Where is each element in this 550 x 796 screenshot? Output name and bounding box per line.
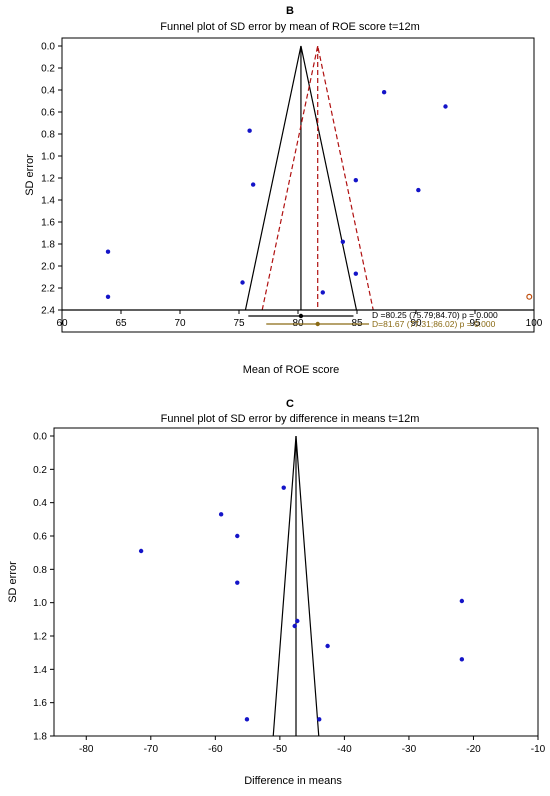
panel-c-y-tick-label: 0.4 <box>33 498 47 509</box>
panel-b-observed-estimate <box>298 313 304 319</box>
panel-b-data-point <box>353 271 359 276</box>
panel-b-y-tick-label: 0.8 <box>41 130 55 141</box>
panel-c-data-point <box>292 623 297 629</box>
panel-b-points <box>105 90 533 300</box>
panel-b-y-tick-label: 2.4 <box>41 306 55 317</box>
panel-b-title: Funnel plot of SD error by mean of ROE s… <box>160 21 420 33</box>
panel-c-x-tick-label: -60 <box>208 744 223 755</box>
panel-b-y-tick-label: 1.4 <box>41 196 55 207</box>
panel-c-y-tick-label: 1.0 <box>33 598 47 609</box>
panel-c-y-tick-label: 0.6 <box>33 532 47 543</box>
panel-b-y-tick-label: 1.6 <box>41 218 55 229</box>
panel-b-x-tick-label: 95 <box>469 318 481 329</box>
panel-c: C Funnel plot of SD error by difference … <box>7 398 546 787</box>
panel-b-x-axis-label: Mean of ROE score <box>243 364 340 376</box>
panel-b: B Funnel plot of SD error by mean of ROE… <box>24 5 543 376</box>
panel-c-y-tick-label: 1.4 <box>33 665 47 676</box>
panel-c-y-tick-label: 0.0 <box>33 432 47 443</box>
panel-b-funnel <box>62 45 534 327</box>
panel-c-y-tick-label: 0.8 <box>33 565 47 576</box>
panel-b-y-tick-label: 1.8 <box>41 240 55 251</box>
panel-c-y-tick-label: 0.2 <box>33 465 47 476</box>
panel-b-observed-label: D =80.25 (75.79;84.70) p = 0.000 <box>372 310 498 320</box>
panel-c-x-tick-label: -50 <box>273 744 288 755</box>
panel-b-data-point <box>416 187 421 193</box>
panel-c-x-tick-label: -80 <box>79 744 94 755</box>
panel-b-plot-frame <box>61 37 535 333</box>
panel-b-data-point <box>353 178 359 183</box>
panel-b-y-tick-label: 0.6 <box>41 108 55 119</box>
panel-b-ticks: 60 65 70 75 80 85 90 95 1000.00.20.40.60.81.01.2… <box>41 42 543 330</box>
panel-c-data-point <box>295 618 300 624</box>
panel-c-y-tick-label: 1.8 <box>33 732 47 743</box>
panel-c-data-point <box>317 717 322 722</box>
panel-b-data-point <box>443 104 448 109</box>
panel-c-data-point <box>459 657 465 662</box>
panel-b-x-tick-label: 70 <box>174 318 186 329</box>
panel-b-y-tick-label: 1.0 <box>41 152 55 163</box>
panel-c-points <box>138 485 465 722</box>
panel-b-imputed-point <box>526 293 533 300</box>
panel-b-y-tick-label: 0.2 <box>41 64 55 75</box>
panel-b-data-point <box>247 128 252 133</box>
panel-c-data-point <box>235 580 240 585</box>
panel-b-y-tick-label: 2.0 <box>41 262 55 273</box>
panel-b-adjusted-label: D=81.67 (77.31;86.02) p = 0.000 <box>372 319 496 329</box>
panel-c-data-point <box>281 485 286 490</box>
panel-b-y-tick-label: 0.0 <box>41 42 55 53</box>
panel-c-data-point <box>325 643 330 649</box>
panel-b-data-point <box>381 90 387 95</box>
panel-b-x-tick-label: 75 <box>233 318 245 329</box>
panel-b-adjusted-funnel <box>261 45 374 311</box>
panel-b-data-point <box>105 249 111 254</box>
panel-b-y-axis-label: SD error <box>24 154 36 196</box>
panel-c-y-tick-label: 1.6 <box>33 698 47 709</box>
panel-c-x-axis-label: Difference in means <box>244 775 342 787</box>
panel-c-letter: C <box>286 398 294 410</box>
panel-b-x-tick-label: 90 <box>410 318 422 329</box>
panel-b-data-point <box>250 182 256 187</box>
panel-b-x-tick-label: 65 <box>115 318 127 329</box>
panel-b-data-point <box>340 239 346 244</box>
panel-c-funnel <box>272 435 320 737</box>
panel-b-letter: B <box>286 5 294 17</box>
panel-c-x-tick-label: -30 <box>402 744 417 755</box>
panel-c-ticks: -80 -70 -60 -50 -40 -30 -20 -10 0.0 0.2 0.4 0.6 0.8 1… <box>33 432 546 756</box>
panel-c-data-point <box>218 512 224 517</box>
panel-b-data-point <box>240 280 245 285</box>
panel-c-data-point <box>459 598 465 604</box>
panel-c-x-tick-label: -10 <box>531 744 546 755</box>
panel-b-y-tick-label: 0.4 <box>41 86 55 97</box>
panel-c-y-tick-label: 1.2 <box>33 632 47 643</box>
panel-c-x-tick-label: -40 <box>337 744 352 755</box>
panel-b-data-point <box>105 294 111 299</box>
panel-b-y-tick-label: 2.2 <box>41 284 55 295</box>
panel-c-data-point <box>235 533 240 539</box>
panel-b-x-tick-label: 60 <box>56 318 68 329</box>
panel-c-x-tick-label: -20 <box>466 744 481 755</box>
panel-b-x-tick-label: 100 <box>526 318 543 329</box>
panel-c-y-axis-label: SD error <box>7 561 19 603</box>
panel-c-data-point <box>244 717 250 722</box>
panel-b-adjusted-estimate <box>315 321 320 327</box>
panel-c-title: Funnel plot of SD error by difference in… <box>161 413 420 425</box>
panel-c-x-tick-label: -70 <box>144 744 159 755</box>
panel-b-data-point <box>320 290 325 295</box>
panel-b-y-tick-label: 1.2 <box>41 174 55 185</box>
panel-c-data-point <box>138 548 144 554</box>
